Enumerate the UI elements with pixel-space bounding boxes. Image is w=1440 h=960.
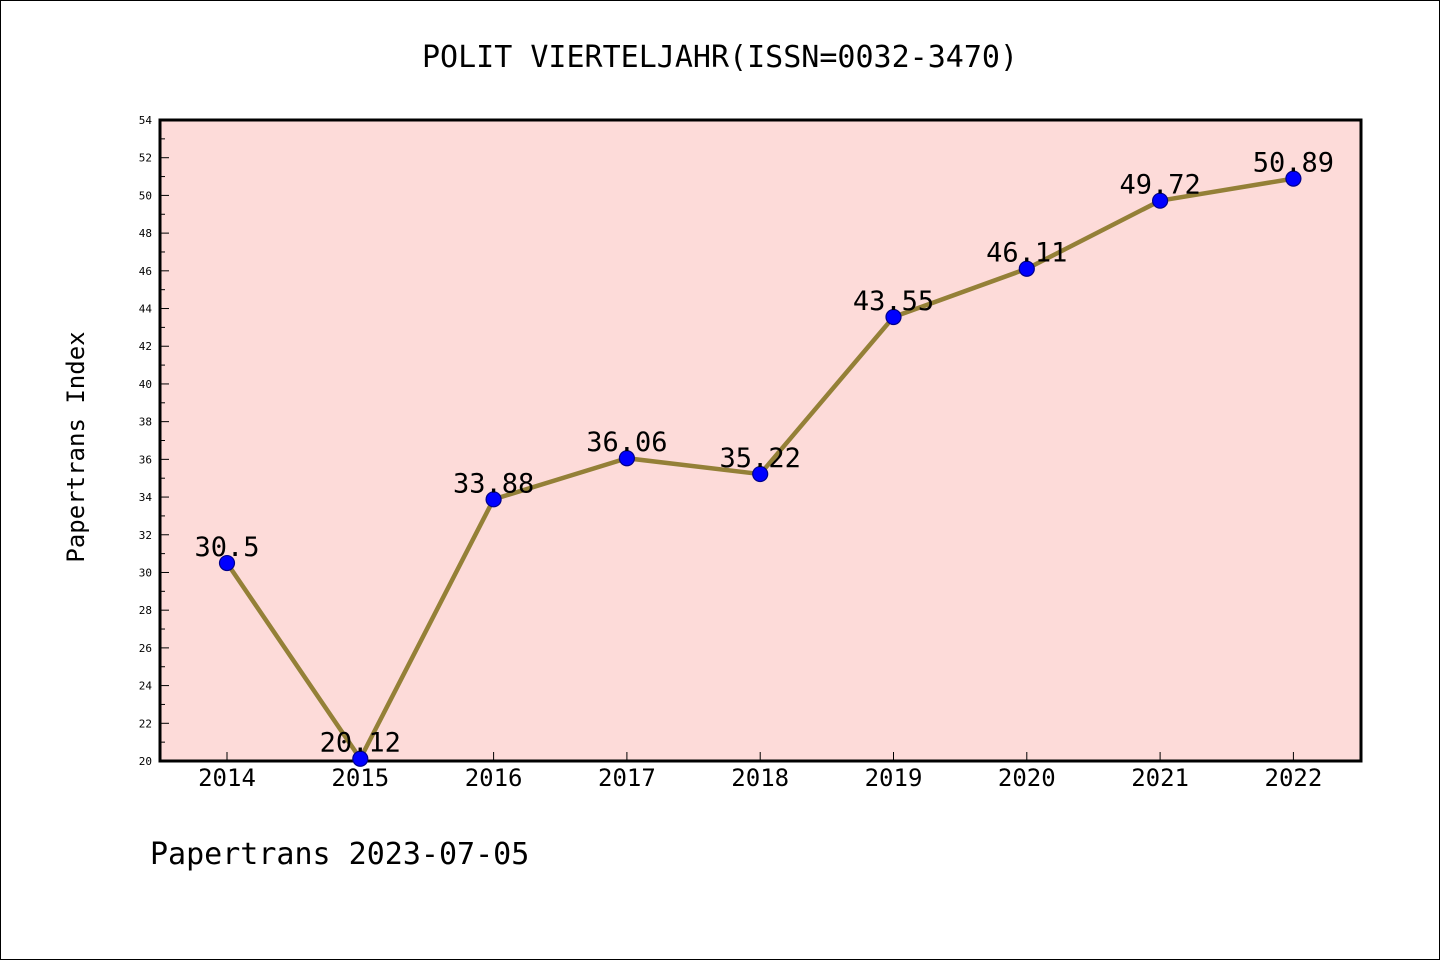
y-tick-label: 38 <box>139 416 152 429</box>
data-label-2015: 20.12 <box>320 728 401 759</box>
x-tick-label: 2022 <box>1265 764 1323 792</box>
y-tick-label: 36 <box>139 453 152 466</box>
y-tick-label: 54 <box>139 114 153 127</box>
y-tick-label: 30 <box>139 566 152 579</box>
y-tick-label: 46 <box>139 265 152 278</box>
x-tick-label: 2017 <box>598 764 656 792</box>
data-point-2017 <box>618 450 636 467</box>
data-label-2021: 49.72 <box>1119 170 1200 201</box>
x-tick-label: 2015 <box>331 764 389 792</box>
y-tick-label: 48 <box>139 227 152 240</box>
data-point-2014 <box>218 554 236 572</box>
data-point-2022 <box>1285 170 1302 187</box>
y-tick-label: 42 <box>139 340 152 353</box>
x-axis: 2014 2015 2016 2017 2018 2019 2020 2021 2022 <box>198 752 1322 792</box>
data-label-2019: 43.55 <box>853 286 934 317</box>
x-tick-label: 2014 <box>198 764 256 792</box>
chart-title: POLIT VIERTELJAHR(ISSN=0032-3470) <box>422 40 1018 75</box>
x-tick-label: 2018 <box>731 764 789 792</box>
x-tick-label: 2019 <box>865 764 923 792</box>
y-tick-label: 44 <box>139 303 153 316</box>
y-tick-label: 24 <box>139 680 153 693</box>
y-tick-label: 26 <box>139 642 152 655</box>
y-tick-label: 20 <box>139 755 152 768</box>
y-tick-label: 50 <box>139 189 152 202</box>
data-label-2020: 46.11 <box>986 238 1067 269</box>
data-label-2022: 50.89 <box>1253 148 1334 179</box>
data-point-2015 <box>352 750 369 767</box>
y-tick-label: 34 <box>139 491 153 504</box>
x-tick-label: 2020 <box>998 764 1056 792</box>
footer-text: Papertrans 2023-07-05 <box>150 837 529 872</box>
y-tick-label: 40 <box>139 378 152 391</box>
y-axis-label: Papertrans Index <box>62 331 90 562</box>
data-point-2020 <box>1018 260 1035 277</box>
series-markers <box>218 170 1302 767</box>
y-axis: 20 22 24 26 28 30 32 34 36 38 40 42 44 46 48 50 52 54 <box>139 114 169 768</box>
data-label-2016: 33.88 <box>453 468 534 499</box>
y-tick-label: 32 <box>139 529 152 542</box>
data-point-2019 <box>885 308 902 326</box>
data-label-2018: 35.22 <box>720 443 801 474</box>
data-point-2021 <box>1151 192 1169 209</box>
plot-area <box>158 118 1363 763</box>
x-tick-label: 2021 <box>1131 764 1189 792</box>
data-point-2016 <box>485 491 502 508</box>
y-tick-label: 52 <box>139 152 152 165</box>
data-label-2017: 36.06 <box>586 427 667 458</box>
y-tick-label: 22 <box>139 717 152 730</box>
data-labels: 30.5 20.12 33.88 36.06 35.22 43.55 46.11 49.72 5… <box>194 148 1334 759</box>
x-tick-label: 2016 <box>465 764 523 792</box>
y-tick-label: 28 <box>139 604 152 617</box>
data-point-2018 <box>752 465 769 483</box>
data-label-2014: 30.5 <box>194 532 259 563</box>
